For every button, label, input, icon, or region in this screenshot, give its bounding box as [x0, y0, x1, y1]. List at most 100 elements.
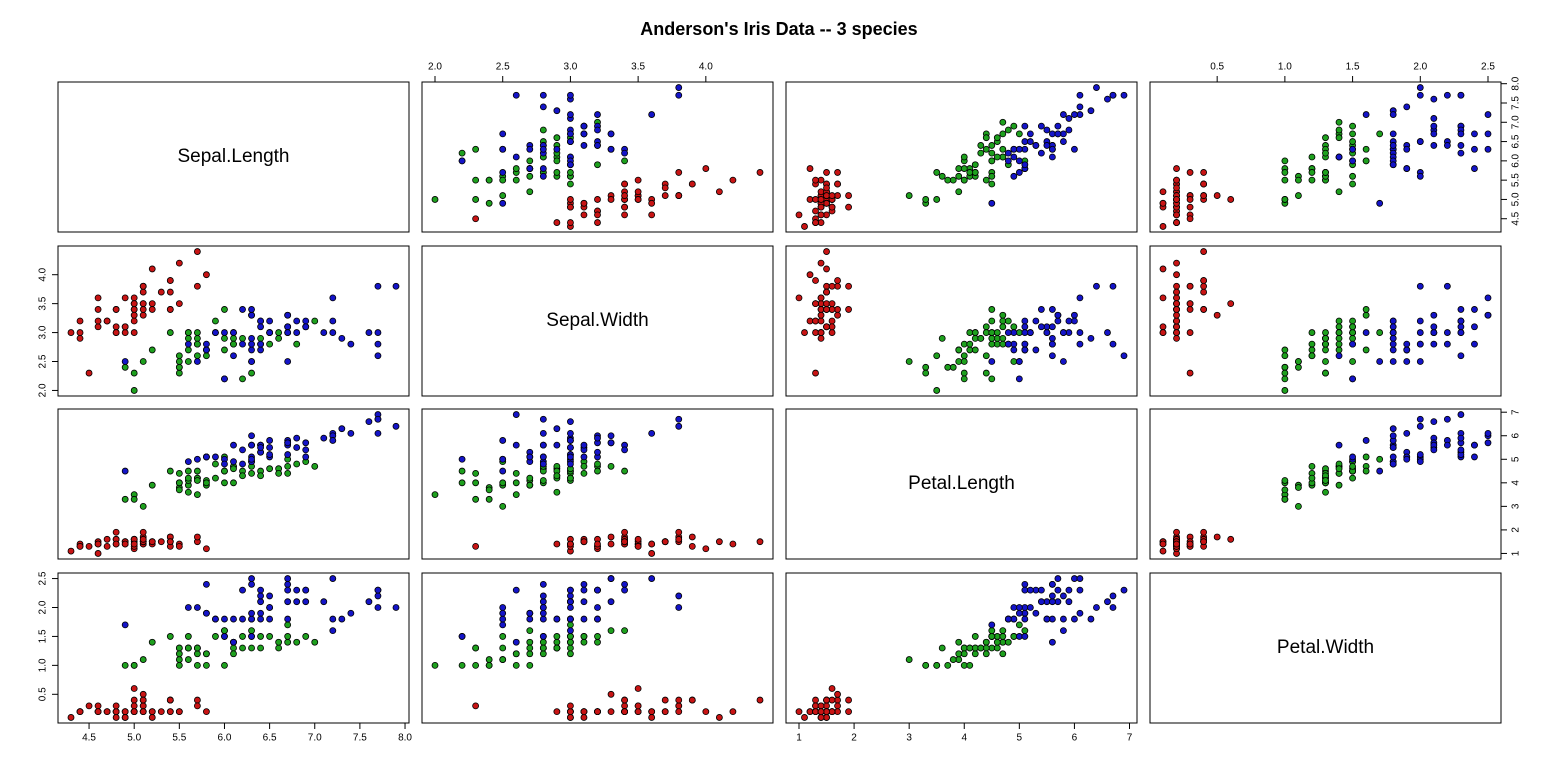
- point: [139, 311, 147, 319]
- point: [621, 192, 628, 199]
- point: [212, 453, 219, 461]
- point: [539, 580, 547, 588]
- point: [817, 294, 825, 302]
- point: [982, 644, 990, 652]
- point: [392, 422, 400, 430]
- point: [221, 661, 228, 669]
- point: [1457, 434, 1465, 442]
- point: [675, 702, 683, 710]
- point: [1389, 432, 1397, 440]
- point: [567, 633, 574, 640]
- point: [715, 714, 723, 721]
- point: [193, 334, 201, 342]
- point: [485, 495, 493, 503]
- point: [1430, 311, 1438, 319]
- point: [812, 369, 819, 377]
- point: [607, 575, 615, 582]
- point: [1186, 169, 1194, 176]
- point: [1065, 126, 1073, 134]
- point: [112, 708, 120, 716]
- x-tick-label: 8.0: [398, 733, 412, 744]
- point: [1403, 455, 1411, 463]
- point: [302, 453, 310, 461]
- point: [634, 188, 642, 196]
- point: [230, 458, 237, 466]
- x-tick-label: 4.0: [699, 62, 713, 73]
- point: [823, 265, 830, 273]
- point: [905, 192, 913, 199]
- point: [365, 329, 373, 336]
- point: [1430, 122, 1438, 130]
- x-tick-label: 6.5: [263, 733, 277, 744]
- point: [221, 375, 228, 383]
- point: [257, 633, 264, 640]
- point: [338, 334, 346, 342]
- point: [175, 708, 183, 716]
- point: [130, 661, 138, 669]
- point: [982, 369, 990, 377]
- point: [1389, 142, 1397, 149]
- point: [485, 656, 493, 663]
- point: [1349, 172, 1356, 180]
- point: [1389, 340, 1397, 348]
- point: [828, 696, 836, 704]
- point: [982, 352, 990, 360]
- point: [1043, 323, 1051, 331]
- point: [112, 702, 120, 710]
- point: [1010, 604, 1018, 611]
- point: [512, 153, 520, 161]
- point: [823, 282, 830, 290]
- point: [634, 685, 642, 692]
- point: [1471, 130, 1478, 138]
- point: [621, 580, 628, 588]
- point: [567, 196, 574, 203]
- point: [284, 462, 292, 470]
- point: [977, 142, 985, 149]
- point: [1322, 358, 1329, 365]
- point: [539, 638, 547, 646]
- point: [257, 615, 264, 623]
- point: [1015, 375, 1023, 383]
- point: [121, 329, 129, 336]
- point: [949, 176, 957, 184]
- point: [1026, 329, 1034, 336]
- x-tick-label: 7: [1127, 733, 1133, 744]
- point: [1335, 118, 1343, 126]
- point: [539, 477, 547, 484]
- point: [1389, 329, 1397, 336]
- point: [1403, 358, 1411, 365]
- y-tick-label: 4.0: [38, 267, 49, 281]
- point: [1021, 317, 1029, 325]
- point: [539, 598, 547, 606]
- point: [94, 294, 102, 302]
- point: [1159, 265, 1167, 273]
- point: [1457, 352, 1465, 360]
- point: [1362, 329, 1370, 336]
- point: [1376, 467, 1384, 475]
- point: [539, 441, 547, 449]
- point: [1281, 375, 1289, 383]
- point: [230, 479, 237, 487]
- point: [988, 627, 996, 635]
- point: [275, 470, 283, 477]
- point: [148, 306, 156, 313]
- point: [1308, 352, 1316, 360]
- point: [971, 329, 979, 336]
- point: [512, 586, 520, 594]
- point: [166, 538, 174, 546]
- point: [193, 248, 201, 255]
- point: [567, 708, 574, 716]
- point: [1349, 122, 1356, 130]
- point: [1093, 84, 1100, 91]
- point: [1071, 317, 1078, 325]
- point: [982, 638, 990, 646]
- point: [567, 604, 574, 611]
- point: [1037, 598, 1045, 606]
- point: [1322, 340, 1329, 348]
- point: [1376, 358, 1384, 365]
- point: [248, 340, 255, 348]
- point: [607, 708, 615, 716]
- point: [1416, 91, 1424, 99]
- point: [634, 535, 642, 543]
- point: [539, 644, 547, 652]
